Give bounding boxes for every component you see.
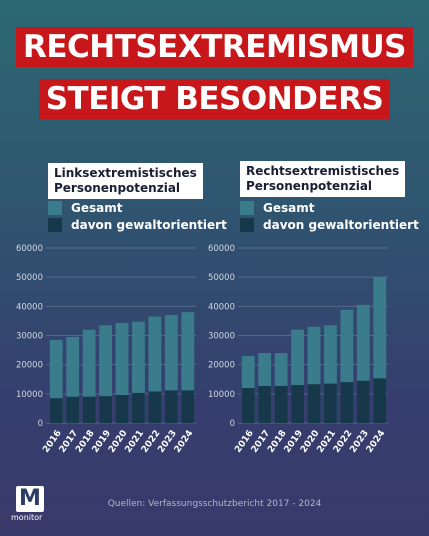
chart-title-right: Rechtsextremistisches Personenpotenzial	[240, 161, 406, 197]
left-bar-violent-2020	[115, 395, 129, 423]
left-bar-violent-2018	[82, 396, 96, 423]
right-ytick-1: 10000	[208, 390, 235, 400]
right-ytick-2: 20000	[208, 361, 235, 371]
left-bar-violent-2023	[164, 390, 178, 423]
headline-line-1: RECHTSEXTREMISMUS	[0, 27, 429, 67]
right-ytick-6: 60000	[208, 244, 235, 254]
right-bar-violent-2024	[373, 378, 387, 423]
right-ytick-5: 50000	[208, 273, 235, 283]
legend-swatch-total-left	[48, 201, 62, 215]
left-bar-violent-2017	[66, 396, 80, 423]
left-bar-violent-2024	[181, 390, 195, 423]
legend-swatch-violent-right	[240, 218, 254, 232]
chart-title-right-line-2: Personenpotenzial	[246, 179, 373, 193]
left-ytick-1: 10000	[16, 390, 43, 400]
monitor-logo-label: monitor	[11, 513, 43, 522]
right-ytick-4: 40000	[208, 302, 235, 312]
right-ytick-0: 0	[230, 419, 235, 429]
right-bar-violent-2022	[340, 382, 354, 423]
bar-chart-right: 0100002000030000400005000060000201620172…	[208, 244, 388, 455]
bar-chart-left: 0100002000030000400005000060000201620172…	[16, 244, 196, 455]
chart-title-left: Linksextremistisches Personenpotenzial	[48, 163, 203, 199]
right-bar-violent-2023	[356, 380, 370, 423]
left-ytick-5: 50000	[16, 273, 43, 283]
right-bar-violent-2019	[291, 385, 304, 423]
right-bar-violent-2017	[258, 385, 272, 423]
right-ytick-3: 30000	[208, 332, 235, 342]
right-bar-violent-2020	[307, 384, 321, 423]
right-bar-violent-2016	[241, 388, 255, 423]
legend-label-total-left: Gesamt	[71, 201, 123, 215]
left-ytick-4: 40000	[16, 302, 43, 312]
left-ytick-2: 20000	[16, 361, 43, 371]
left-ytick-0: 0	[38, 419, 43, 429]
headline-text-1: RECHTSEXTREMISMUS	[15, 27, 414, 67]
left-bar-violent-2016	[49, 398, 63, 423]
legend-label-violent-right: davon gewaltorientiert	[263, 218, 419, 232]
left-ytick-6: 60000	[16, 244, 43, 254]
left-bar-violent-2019	[99, 396, 112, 423]
chart-title-left-line-2: Personenpotenzial	[54, 181, 181, 195]
right-bar-violent-2018	[274, 385, 288, 423]
source-note: Quellen: Verfassungsschutzbericht 2017 -…	[107, 499, 322, 509]
legend-swatch-violent-left	[48, 218, 62, 232]
right-bar-violent-2021	[324, 383, 337, 423]
headline-text-2: STEIGT BESONDERS	[38, 79, 391, 119]
monitor-logo-mark: M	[19, 486, 41, 511]
left-bar-violent-2021	[132, 392, 145, 423]
monitor-logo: M	[16, 486, 44, 512]
legend-label-violent-left: davon gewaltorientiert	[71, 218, 227, 232]
left-bar-violent-2022	[148, 391, 162, 423]
legend-swatch-total-right	[240, 201, 254, 215]
left-ytick-3: 30000	[16, 332, 43, 342]
chart-title-left-line-1: Linksextremistisches	[54, 166, 197, 180]
legend-label-total-right: Gesamt	[263, 201, 315, 215]
headline-line-2: STEIGT BESONDERS	[0, 79, 429, 119]
chart-title-right-line-1: Rechtsextremistisches	[246, 164, 400, 178]
